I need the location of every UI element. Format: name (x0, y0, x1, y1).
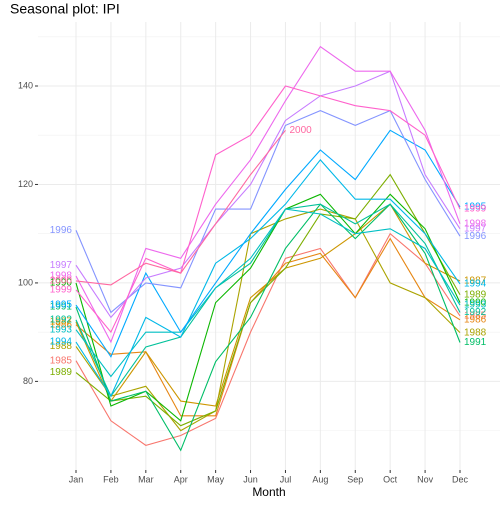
series-line (75, 193, 461, 422)
series-label-end: 1987 (464, 276, 487, 287)
series-label-start: 2000 (50, 276, 73, 287)
series-label-start: 1999 (50, 284, 73, 295)
series-label-end: 1989 (464, 289, 487, 300)
series-label-start: 1997 (50, 260, 73, 271)
y-tick-label: 120 (18, 179, 33, 189)
series-line (75, 129, 286, 286)
chart-title: Seasonal plot: IPI (10, 1, 120, 17)
series-label-end: 1988 (464, 327, 487, 338)
series-label-start: 1995 (50, 300, 73, 311)
series-label-end: 2000 (289, 125, 312, 136)
series-label-start: 1989 (50, 367, 73, 378)
x-tick-label: Jul (280, 474, 292, 484)
series-label-end: 1985 (464, 311, 487, 322)
series-label-end: 1993 (464, 300, 487, 311)
x-tick-label: Mar (138, 474, 154, 484)
x-tick-label: Jun (243, 474, 258, 484)
x-tick-label: Oct (383, 474, 398, 484)
series-label-end: 1994 (464, 279, 487, 290)
series-label-start: 1991 (50, 302, 73, 313)
series-label-start: 1987 (50, 316, 73, 327)
x-tick-label: Dec (452, 474, 469, 484)
series-line (75, 203, 461, 398)
series-line (75, 203, 461, 452)
series-line (75, 158, 461, 398)
series-line (75, 173, 461, 427)
x-tick-label: May (207, 474, 225, 484)
y-tick-label: 100 (18, 277, 33, 287)
series-label-start: 1990 (50, 278, 73, 289)
x-tick-label: Jan (69, 474, 84, 484)
series-label-end: 1995 (464, 202, 487, 213)
x-tick-label: Aug (312, 474, 328, 484)
series-line (75, 109, 461, 314)
series-label-end: 1990 (464, 297, 487, 308)
series-label-start: 1986 (50, 319, 73, 330)
series-label-end: 1999 (464, 204, 487, 215)
series-label-start: 1998 (50, 271, 73, 282)
series-label-end: 1997 (464, 223, 487, 234)
y-tick-label: 140 (18, 80, 33, 90)
series-label-start: 1992 (50, 314, 73, 325)
series-label-start: 1985 (50, 355, 73, 366)
series-label-end: 1991 (464, 337, 487, 348)
series-line (75, 208, 461, 432)
series-line (75, 208, 461, 378)
x-tick-label: Nov (417, 474, 434, 484)
series-label-start: 1994 (50, 337, 73, 348)
series-line (75, 45, 461, 344)
plot-panel (38, 22, 500, 470)
series-label-start: 1996 (50, 225, 73, 236)
series-line (75, 129, 461, 358)
series-label-end: 1986 (464, 314, 487, 325)
series-label-end: 1996 (464, 231, 487, 242)
series-line (75, 232, 461, 446)
x-tick-label: Sep (347, 474, 363, 484)
x-tick-label: Feb (103, 474, 119, 484)
series-line (75, 85, 461, 334)
series-label-start: 1993 (50, 324, 73, 335)
x-axis-label: Month (252, 485, 285, 499)
lines (75, 45, 461, 452)
series-label-start: 1988 (50, 341, 73, 352)
y-tick-label: 80 (23, 376, 33, 386)
x-tick-label: Apr (174, 474, 188, 484)
grid: 80 100 120 140 Jan Feb Mar Apr May Jun Jul Aug Sep Oc… (18, 22, 500, 484)
series-label-end: 1998 (464, 218, 487, 229)
series-label-end: 1992 (464, 307, 487, 318)
